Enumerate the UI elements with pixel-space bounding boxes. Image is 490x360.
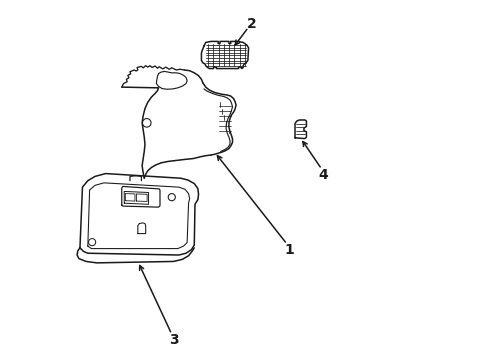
Text: 3: 3: [169, 333, 178, 347]
Text: 2: 2: [246, 17, 256, 31]
Text: 1: 1: [284, 243, 294, 257]
Text: 4: 4: [318, 168, 328, 182]
